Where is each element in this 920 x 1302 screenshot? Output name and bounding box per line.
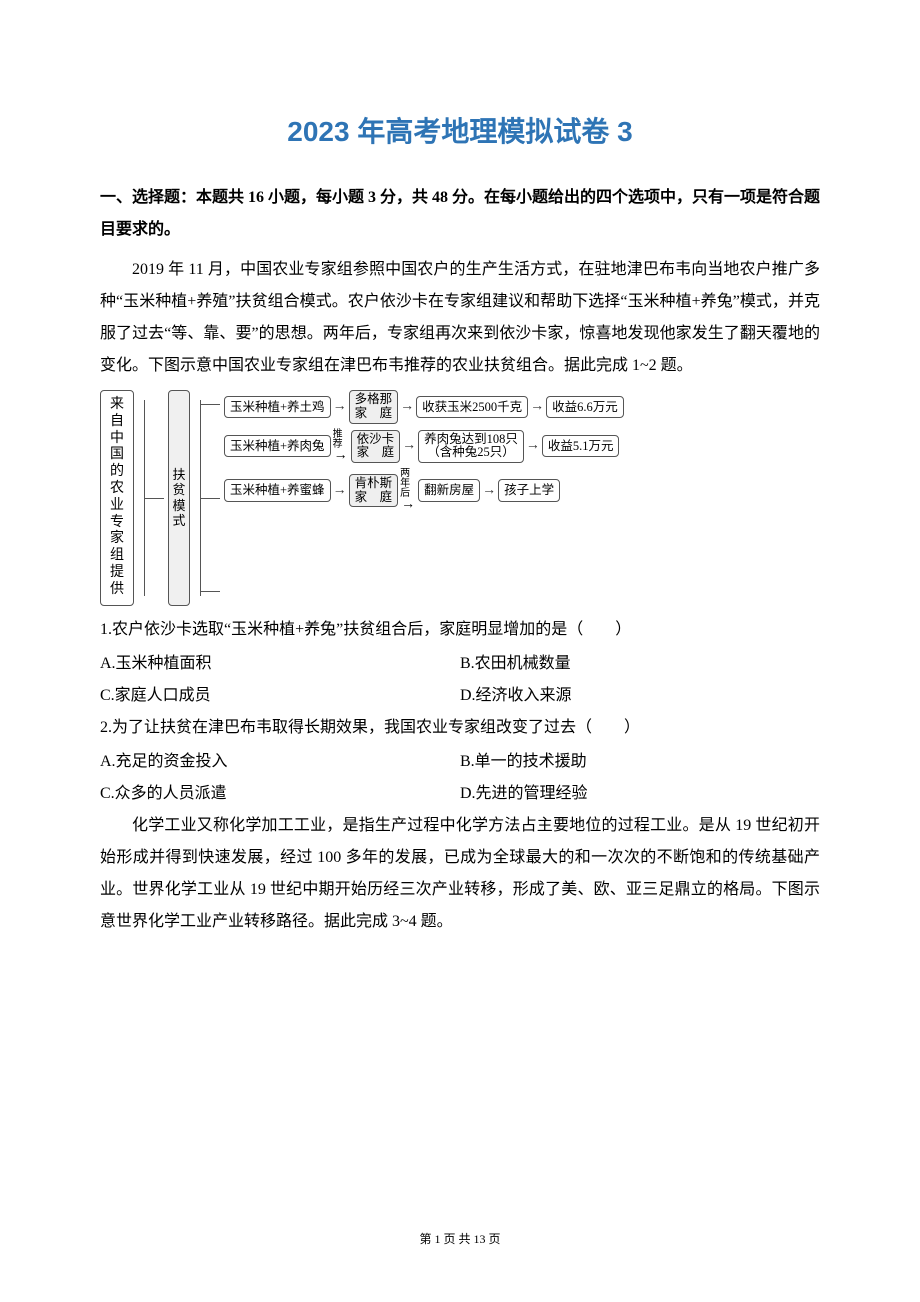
arrow-right-icon: →: [402, 439, 416, 453]
arrow-label: 两年后: [400, 469, 416, 499]
arrow-right-icon: →: [482, 484, 496, 498]
diagram-out1-box: 养肉兔达到108只 （含种兔25只）: [418, 430, 524, 464]
diagram-family-label: 家 庭: [355, 491, 393, 505]
diagram-mode-box: 扶贫模式: [168, 390, 190, 606]
diagram-out1-box: 翻新房屋: [418, 479, 480, 501]
diagram-family-box: 多格那 家 庭: [349, 390, 399, 424]
arrow-right-icon: →: [333, 400, 347, 414]
section-heading: 一、选择题：本题共 16 小题，每小题 3 分，共 48 分。在每小题给出的四个…: [100, 182, 820, 246]
question-1-stem: 1.农户依沙卡选取“玉米种植+养兔”扶贫组合后，家庭明显增加的是（ ）: [100, 614, 820, 646]
diagram-1: 来自中国的农业专家组提供 扶贫模式 玉米种植+养土鸡 → 多格那 家 庭 → 收…: [100, 390, 820, 606]
question-2-choices: A.充足的资金投入 B.单一的技术援助 C.众多的人员派遣 D.先进的管理经验: [100, 746, 820, 810]
diagram-family-box: 依沙卡 家 庭: [351, 430, 401, 464]
arrow-right-icon: →: [333, 484, 347, 498]
arrow-twoyears-icon: 两年后 →: [400, 469, 416, 512]
diagram-out2-box: 收益5.1万元: [542, 435, 620, 457]
diagram-family-name: 肯朴斯: [355, 477, 393, 491]
choice-b: B.农田机械数量: [460, 648, 820, 680]
page-title: 2023 年高考地理模拟试卷 3: [100, 110, 820, 150]
choice-a: A.充足的资金投入: [100, 746, 460, 778]
arrow-label: 推荐: [333, 430, 349, 450]
choice-d: D.经济收入来源: [460, 680, 820, 712]
diagram-family-label: 家 庭: [355, 407, 393, 421]
diagram-branch-left: [138, 390, 164, 606]
diagram-out1-box: 收获玉米2500千克: [416, 396, 528, 418]
diagram-row: 玉米种植+养蜜蜂 → 肯朴斯 家 庭 两年后 → 翻新房屋 → 孩子上学: [224, 469, 820, 512]
arrow-right-icon: →: [526, 439, 540, 453]
diagram-row: 玉米种植+养肉兔 推荐 → 依沙卡 家 庭 → 养肉兔达到108只 （含种兔25…: [224, 430, 820, 464]
diagram-branch-right: [194, 390, 220, 606]
page-footer: 第 1 页 共 13 页: [0, 1230, 920, 1247]
diagram-out2-box: 孩子上学: [498, 479, 560, 501]
choice-a: A.玉米种植面积: [100, 648, 460, 680]
choice-b: B.单一的技术援助: [460, 746, 820, 778]
passage-1: 2019 年 11 月，中国农业专家组参照中国农户的生产生活方式，在驻地津巴布韦…: [100, 254, 820, 382]
diagram-combo-box: 玉米种植+养肉兔: [224, 435, 331, 457]
diagram-combo-box: 玉米种植+养土鸡: [224, 396, 331, 418]
diagram-out2-box: 收益6.6万元: [546, 396, 624, 418]
diagram-family-name: 多格那: [355, 393, 393, 407]
diagram-out1-line2: （含种兔25只）: [424, 446, 518, 460]
diagram-family-label: 家 庭: [357, 446, 395, 460]
passage-2: 化学工业又称化学加工工业，是指生产过程中化学方法占主要地位的过程工业。是从 19…: [100, 810, 820, 938]
choice-d: D.先进的管理经验: [460, 778, 820, 810]
arrow-right-icon: →: [530, 400, 544, 414]
diagram-row: 玉米种植+养土鸡 → 多格那 家 庭 → 收获玉米2500千克 → 收益6.6万…: [224, 390, 820, 424]
question-1-choices: A.玉米种植面积 B.农田机械数量 C.家庭人口成员 D.经济收入来源: [100, 648, 820, 712]
diagram-rows: 玉米种植+养土鸡 → 多格那 家 庭 → 收获玉米2500千克 → 收益6.6万…: [224, 390, 820, 606]
question-2-stem: 2.为了让扶贫在津巴布韦取得长期效果，我国农业专家组改变了过去（ ）: [100, 712, 820, 744]
arrow-recommend-icon: 推荐 →: [333, 430, 349, 463]
diagram-family-box: 肯朴斯 家 庭: [349, 474, 399, 508]
diagram-source-box: 来自中国的农业专家组提供: [100, 390, 134, 606]
diagram-combo-box: 玉米种植+养蜜蜂: [224, 479, 331, 501]
choice-c: C.家庭人口成员: [100, 680, 460, 712]
arrow-right-icon: →: [400, 400, 414, 414]
choice-c: C.众多的人员派遣: [100, 778, 460, 810]
